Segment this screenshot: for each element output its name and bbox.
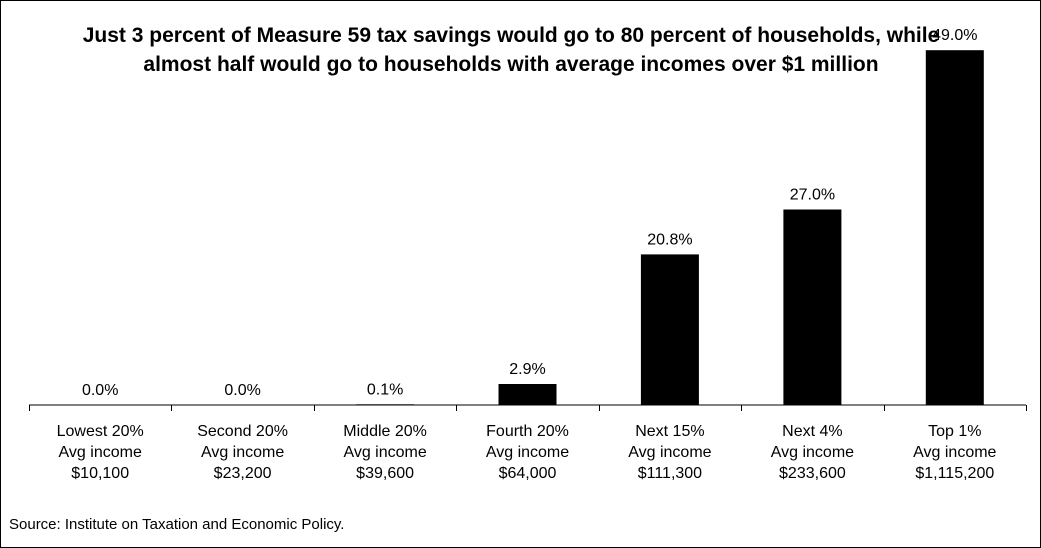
x-tick-label: Next 4% [782, 423, 842, 440]
x-tick-label: $64,000 [499, 465, 557, 482]
data-label: 27.0% [790, 187, 835, 204]
x-tick-label: Next 15% [635, 423, 704, 440]
x-tick-label: Avg income [486, 444, 569, 461]
x-tick-label: $233,600 [779, 465, 846, 482]
data-label: 0.0% [82, 382, 118, 399]
x-tick-label: Avg income [201, 444, 284, 461]
x-tick-label: Avg income [771, 444, 854, 461]
x-tick-label: Middle 20% [343, 423, 427, 440]
bar [640, 254, 699, 405]
x-tick-label: Fourth 20% [486, 423, 569, 440]
data-label: 0.1% [367, 381, 403, 398]
x-tick-label: $39,600 [356, 465, 414, 482]
bar [498, 384, 557, 405]
chart-title: Just 3 percent of Measure 59 tax savings… [82, 24, 940, 76]
x-tick-label: Lowest 20% [57, 423, 144, 440]
data-label: 20.8% [647, 231, 692, 248]
x-tick-label: Avg income [913, 444, 996, 461]
x-tick-label: Avg income [628, 444, 711, 461]
x-tick-label: Second 20% [197, 423, 288, 440]
data-label: 2.9% [509, 361, 545, 378]
x-tick-label: Top 1% [928, 423, 981, 440]
x-tick-label: Avg income [59, 444, 142, 461]
data-label: 49.0% [932, 27, 977, 44]
x-tick-label: $111,300 [638, 465, 702, 482]
x-tick-label: $23,200 [214, 465, 272, 482]
x-tick-label: $1,115,200 [915, 465, 994, 482]
data-label: 0.0% [224, 382, 260, 399]
x-tick-label: Avg income [343, 444, 426, 461]
bar [925, 50, 984, 405]
bar [783, 209, 842, 405]
bar [356, 404, 415, 405]
x-tick-label: $10,100 [71, 465, 129, 482]
source-note: Source: Institute on Taxation and Econom… [9, 516, 345, 533]
